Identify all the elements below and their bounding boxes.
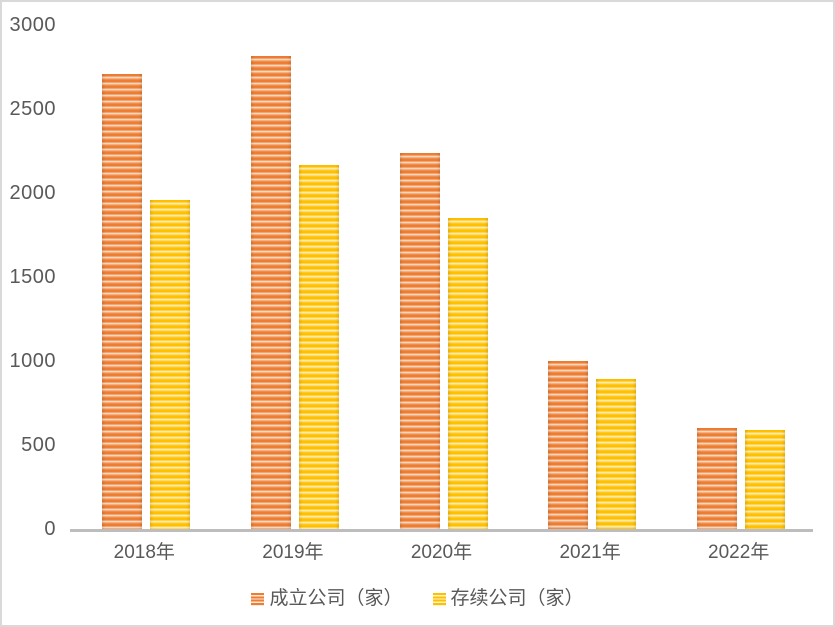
x-axis-category-label-2020年: 2020年 <box>410 542 473 563</box>
y-axis-tick-label-3000: 3000 <box>9 14 56 36</box>
bar-series2-2021年 <box>596 378 637 529</box>
bar-series2-2022年 <box>744 429 785 529</box>
legend-swatch-icon <box>251 592 265 606</box>
y-axis-tick-label-2500: 2500 <box>9 98 56 120</box>
legend-label: 存续公司（家） <box>450 588 584 609</box>
legend-label: 成立公司（家） <box>269 588 403 609</box>
legend-item-series1: 成立公司（家） <box>251 587 403 611</box>
bar-series1-2020年 <box>399 152 440 529</box>
y-axis-tick-label-500: 500 <box>21 434 56 456</box>
bar-series1-2022年 <box>696 428 737 529</box>
bar-series1-2021年 <box>548 361 589 529</box>
legend-swatch-icon <box>432 592 446 606</box>
y-axis-tick-label-1000: 1000 <box>9 350 56 372</box>
bar-series1-2019年 <box>250 56 291 529</box>
bar-series2-2019年 <box>298 165 339 529</box>
y-axis-tick-label-1500: 1500 <box>9 266 56 288</box>
x-axis-category-label-2021年: 2021年 <box>559 542 621 563</box>
x-axis-line <box>70 529 813 532</box>
y-axis-tick-label-0: 0 <box>44 518 56 540</box>
x-axis-category-label-2019年: 2019年 <box>262 542 324 563</box>
x-axis-category-label-2018年: 2018年 <box>113 542 175 563</box>
y-axis-tick-label-2000: 2000 <box>9 182 56 204</box>
bar-series2-2020年 <box>447 218 488 529</box>
bar-series2-2018年 <box>150 199 191 529</box>
legend: 成立公司（家） 存续公司（家） <box>2 587 833 611</box>
bar-series1-2018年 <box>102 73 143 529</box>
x-axis-category-label-2022年: 2022年 <box>708 542 770 563</box>
legend-item-series2: 存续公司（家） <box>432 587 584 611</box>
